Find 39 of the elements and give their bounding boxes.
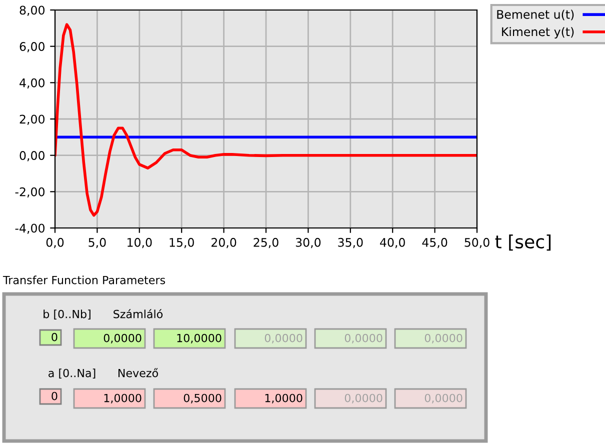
text: 0,0000 (264, 334, 302, 344)
x-axis-title: t [sec] (495, 234, 551, 251)
x-tick-label: 20,0 (212, 238, 236, 248)
x-tick-label: 5,0 (88, 238, 106, 248)
line-series (55, 23, 477, 217)
text: b [0..Nb] (44, 310, 90, 320)
x-tick-label: 45,0 (422, 238, 448, 248)
y-tick-label: 2,00 (20, 114, 44, 125)
y-tick-label: -4,00 (15, 224, 44, 234)
x-tick-label: 15,0 (170, 238, 194, 248)
text: 0 (52, 332, 58, 342)
text: 0,0000 (344, 334, 382, 344)
x-tick-label: 35,0 (338, 238, 363, 248)
x-tick-label: 10,0 (128, 238, 152, 248)
text: Számláló (114, 309, 163, 318)
text: 0,0000 (344, 394, 382, 404)
x-tick-label: 40,0 (380, 238, 405, 248)
x-tick-label: 25,0 (254, 238, 278, 248)
x-tick-label: 0,0 (46, 238, 64, 248)
text: 1,0000 (104, 394, 142, 404)
text: 0,5000 (184, 394, 222, 404)
text: 0 (52, 392, 58, 400)
y-tick-label: 4,00 (20, 78, 44, 89)
text: 0,0000 (104, 334, 142, 344)
text: a [0..Na] (48, 368, 96, 379)
x-tick-label: 30,0 (296, 238, 321, 248)
text: Transfer Function Parameters (2, 276, 166, 284)
y-tick-label: 0,00 (20, 151, 44, 162)
y-tick-label: 8,00 (20, 6, 44, 16)
text: 0,0000 (424, 394, 462, 404)
text: 10,0000 (177, 334, 222, 344)
legend-label: Kimenet y(t) (502, 27, 574, 38)
text: 1,0000 (265, 394, 302, 404)
legend-label: Bemenet u(t) (497, 10, 574, 20)
y-tick-label: -2,00 (15, 187, 44, 198)
text: Nevező (118, 368, 158, 378)
y-tick-label: 6,00 (20, 42, 44, 52)
x-tick-label: 50,0 (464, 238, 490, 248)
text: 0,0000 (424, 334, 462, 344)
